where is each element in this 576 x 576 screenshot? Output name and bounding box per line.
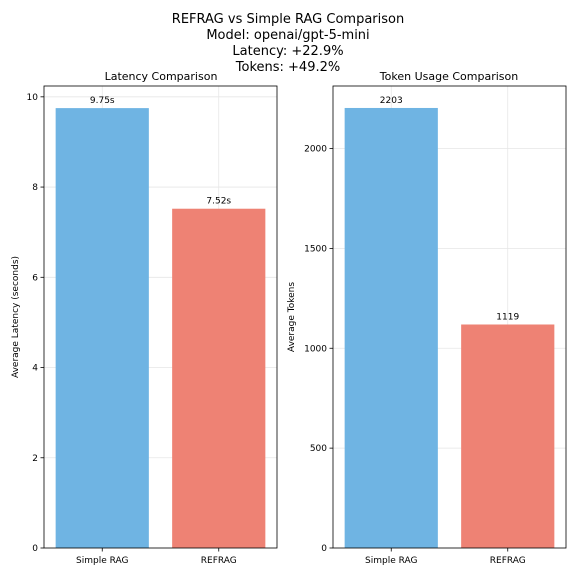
latency-y-tick-label-1: 2 (32, 454, 38, 464)
latency-bar-0 (55, 108, 149, 548)
latency-y-ticks: 0 2 4 6 8 10 (27, 93, 44, 554)
latency-y-tick-label-0: 0 (32, 544, 38, 554)
figure-title-line-3: Latency: +22.9% (232, 44, 343, 59)
latency-chart-title: Latency Comparison (105, 70, 218, 83)
latency-data-label-1: 7.52s (206, 197, 231, 207)
token-bar-1 (461, 324, 555, 548)
token-y-tick-label-3: 1500 (304, 244, 327, 254)
token-bar-0 (344, 107, 438, 548)
latency-bar-1 (172, 208, 266, 548)
token-x-tick-label-0: Simple RAG (365, 556, 417, 566)
token-chart-title: Token Usage Comparison (379, 70, 518, 83)
token-y-ticks: 0 500 1000 1500 2000 (304, 145, 333, 554)
token-axes-frame (332, 85, 567, 549)
token-data-labels: 2203 1119 (380, 96, 520, 323)
figure-title: REFRAG vs Simple RAG Comparison Model: o… (172, 12, 404, 75)
figure-title-line-1: REFRAG vs Simple RAG Comparison (172, 12, 404, 27)
latency-chart: Latency Comparison 0 2 4 6 8 10 Simple RAG REF… (11, 70, 278, 566)
latency-y-axis-label: Average Latency (seconds) (11, 256, 21, 378)
figure-title-line-4: Tokens: +49.2% (235, 60, 340, 75)
token-y-tick-label-4: 2000 (304, 145, 327, 155)
token-x-tick-label-1: REFRAG (490, 556, 526, 566)
latency-x-tick-label-1: REFRAG (201, 556, 237, 566)
latency-data-labels: 9.75s 7.52s (90, 96, 232, 207)
latency-y-tick-label-4: 8 (32, 183, 38, 193)
latency-y-tick-label-5: 10 (27, 93, 39, 103)
token-y-tick-label-2: 1000 (304, 344, 327, 354)
token-y-axis-label: Average Tokens (287, 282, 297, 352)
token-chart: Token Usage Comparison 0500100015002000 … (287, 70, 567, 566)
latency-bars (55, 108, 266, 548)
latency-y-tick-label-3: 6 (32, 273, 38, 283)
token-y-tick-label-0: 0 (321, 544, 327, 554)
token-y-tick-label-1: 500 (310, 444, 327, 454)
figure-title-line-2: Model: openai/gpt-5-mini (206, 28, 369, 43)
token-x-ticks: Simple RAG REFRAG (365, 548, 526, 566)
latency-data-label-0: 9.75s (90, 96, 115, 106)
token-bars (344, 107, 555, 548)
latency-x-tick-label-0: Simple RAG (76, 556, 128, 566)
latency-x-ticks: Simple RAG REFRAG (76, 548, 237, 566)
token-data-label-1: 1119 (496, 312, 519, 322)
latency-y-tick-label-2: 4 (32, 364, 38, 374)
latency-axes-frame (43, 85, 278, 549)
token-data-label-0: 2203 (380, 96, 403, 106)
